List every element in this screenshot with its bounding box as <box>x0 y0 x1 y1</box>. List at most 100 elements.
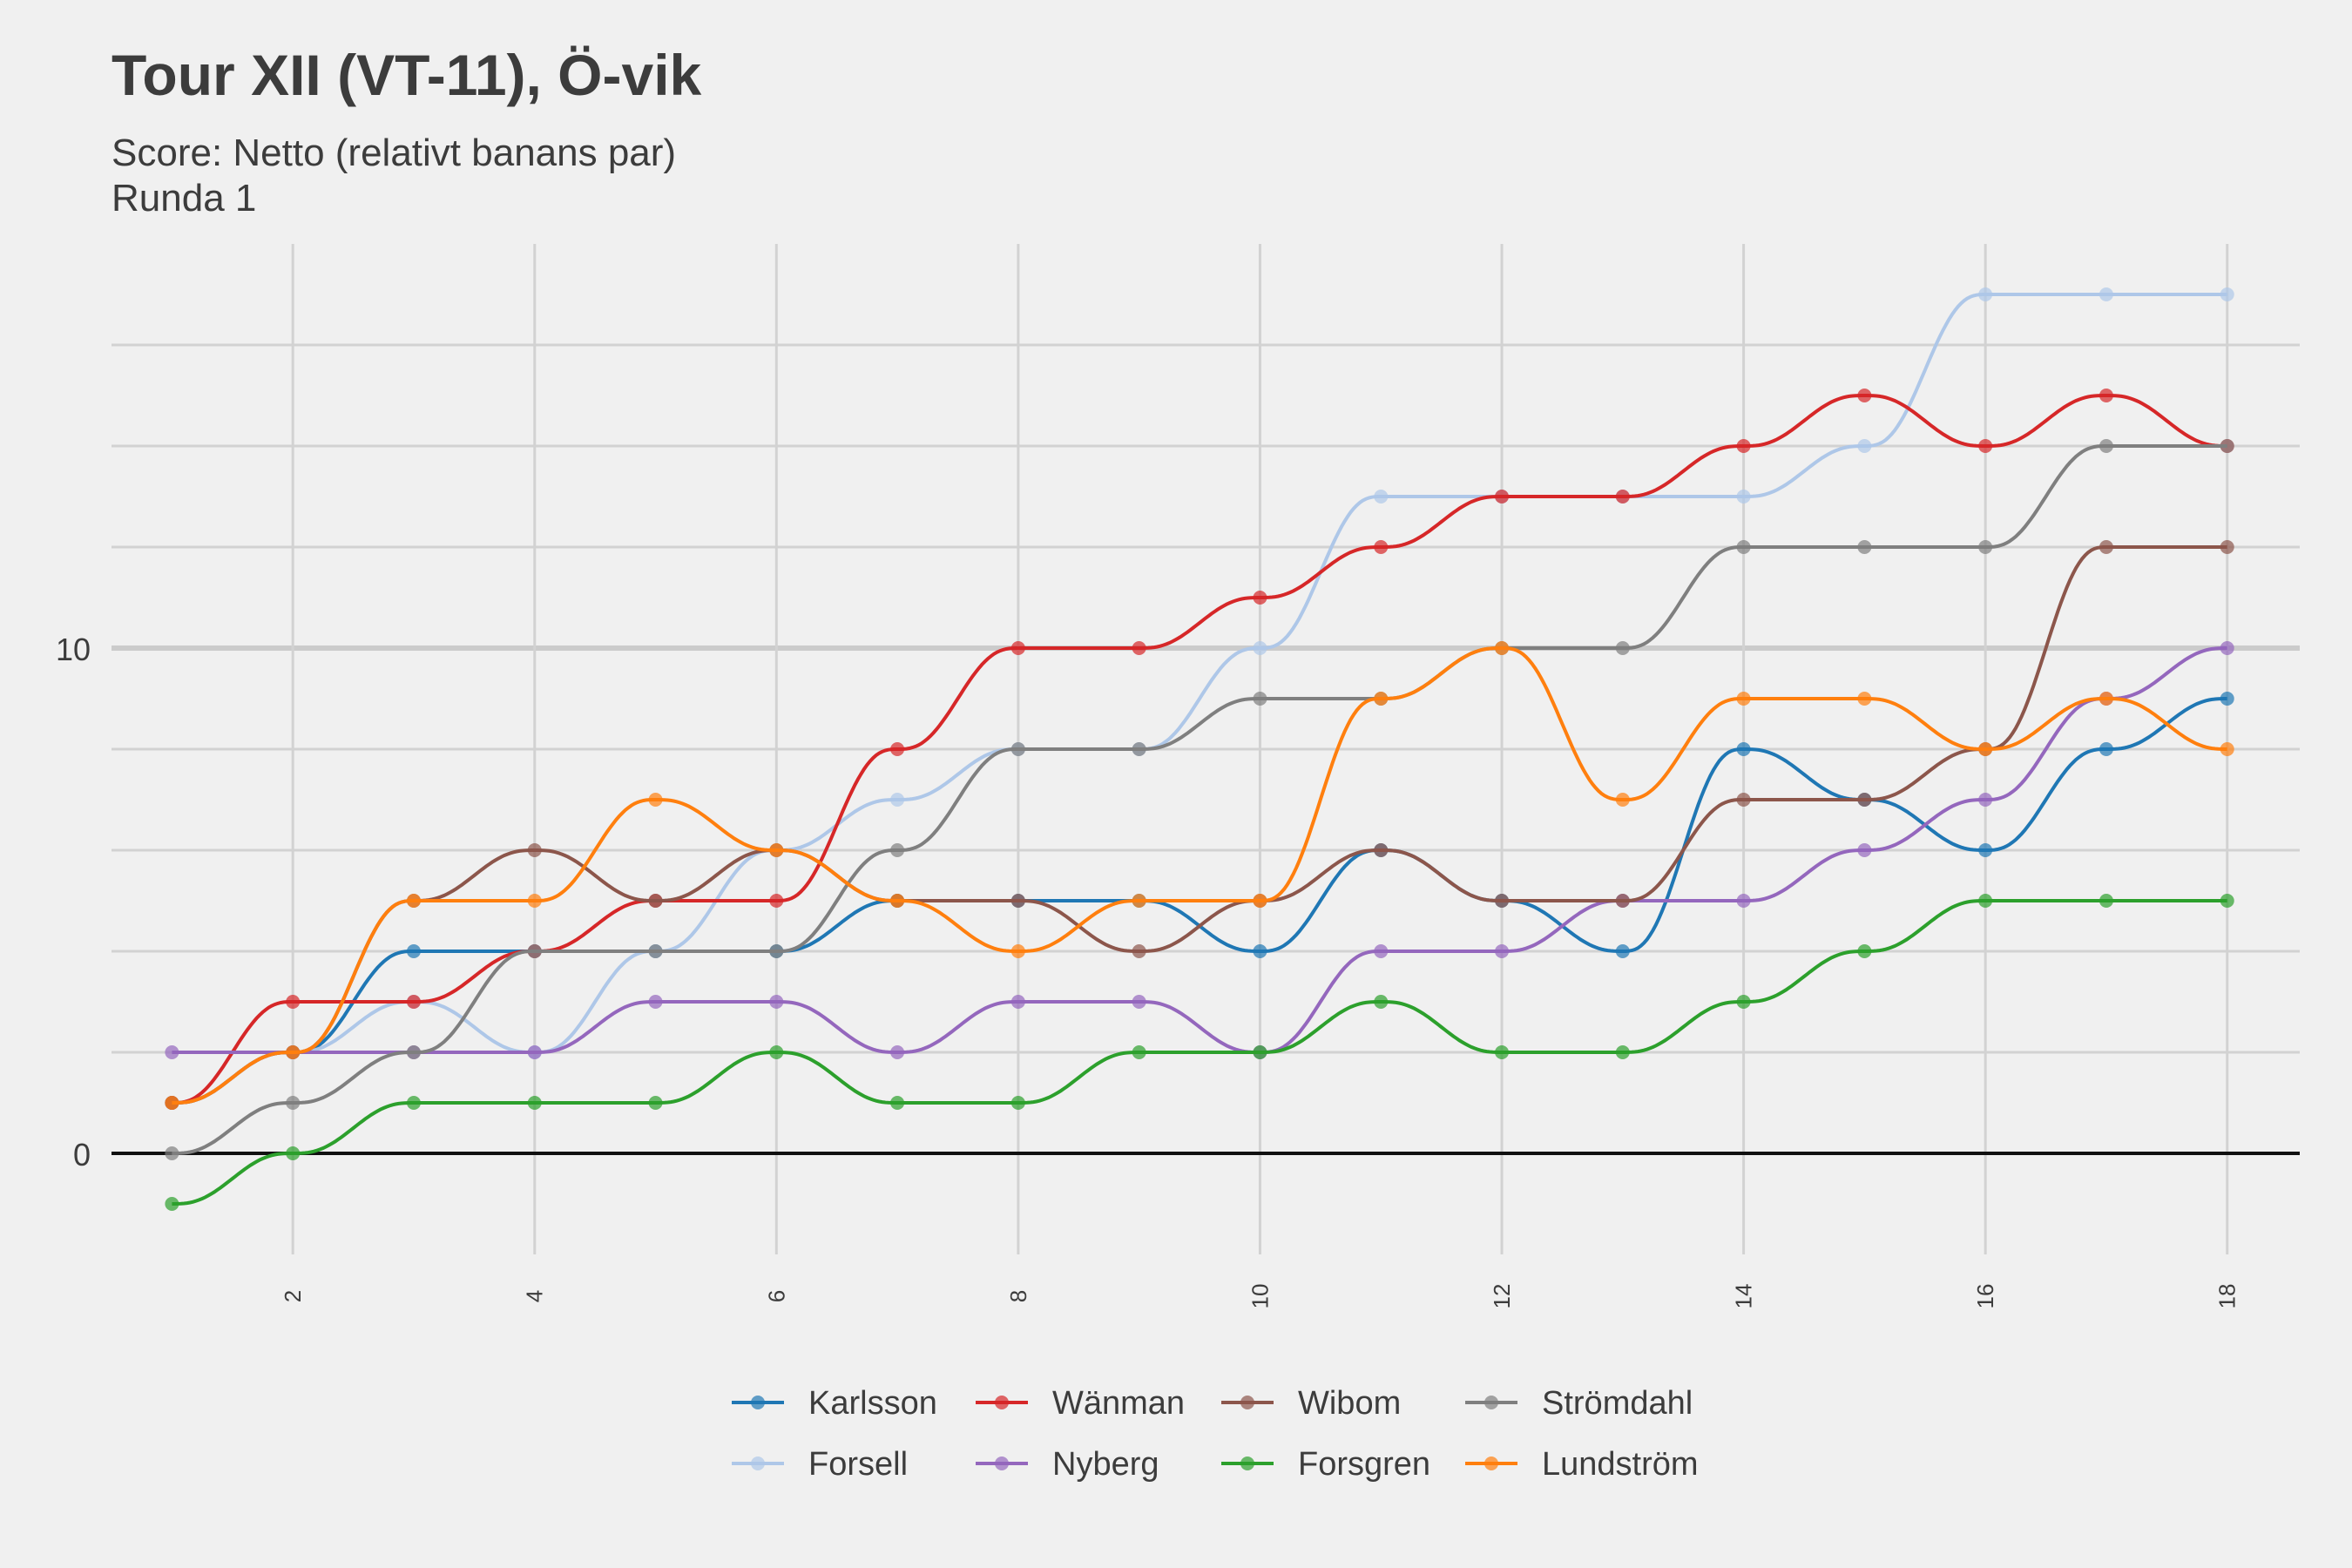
data-point <box>1374 692 1389 706</box>
data-point <box>1374 944 1389 958</box>
data-point <box>1132 1045 1146 1059</box>
legend-label: Karlsson <box>808 1385 937 1422</box>
data-point <box>1253 641 1267 655</box>
data-point <box>1495 490 1510 504</box>
data-point <box>648 944 663 958</box>
legend-label: Strömdahl <box>1542 1385 1693 1422</box>
data-point <box>2099 439 2113 453</box>
data-point <box>1857 793 1872 807</box>
legend-label: Lundström <box>1542 1446 1699 1483</box>
data-point <box>527 944 542 958</box>
data-point <box>2220 641 2234 655</box>
legend-item: Nyberg <box>976 1446 1159 1483</box>
x-tick-label: 16 <box>1972 1284 1998 1309</box>
data-point <box>527 1045 542 1059</box>
data-point <box>1857 389 1872 402</box>
data-point <box>1253 591 1267 605</box>
data-point <box>1857 843 1872 857</box>
data-point <box>1615 944 1630 958</box>
x-tick-label: 18 <box>2214 1284 2240 1309</box>
data-point <box>2220 439 2234 453</box>
legend: Karlsson Forsell Wänman Nyberg Wibom Forsgren… <box>732 1385 1699 1483</box>
data-point <box>1615 894 1630 908</box>
data-point <box>1010 995 1025 1009</box>
data-point <box>1132 894 1146 908</box>
data-point <box>1736 995 1751 1009</box>
data-point <box>1132 944 1146 958</box>
data-point <box>1253 944 1267 958</box>
data-point <box>406 995 421 1009</box>
legend-swatch-point <box>995 1456 1009 1470</box>
legend-item: Karlsson <box>732 1385 937 1422</box>
y-tick-label: 0 <box>73 1137 91 1173</box>
series-layer <box>165 287 2234 1211</box>
series-line <box>172 293 2227 1105</box>
x-tick-label: 8 <box>1005 1290 1031 1302</box>
data-point <box>1132 641 1146 655</box>
legend-label: Wibom <box>1298 1385 1401 1422</box>
data-point <box>286 1146 301 1160</box>
chart-subtitle: Score: Netto (relativt banans par) Runda… <box>112 131 676 221</box>
data-point <box>1736 490 1751 504</box>
axis-layer: 0 10 2 4 6 8 10 12 14 16 18 <box>56 632 2300 1308</box>
y-tick-label: 10 <box>56 632 91 667</box>
data-point <box>1978 742 1993 756</box>
data-point <box>1253 692 1267 706</box>
data-point <box>1736 742 1751 756</box>
data-point <box>2099 894 2113 908</box>
legend-swatch-point <box>751 1456 765 1470</box>
data-point <box>1978 287 1993 301</box>
data-point <box>1736 540 1751 554</box>
x-tick-label: 10 <box>1247 1284 1273 1309</box>
data-point <box>1253 1045 1267 1059</box>
data-point <box>769 843 784 857</box>
data-point <box>1132 742 1146 756</box>
data-point <box>1374 995 1389 1009</box>
legend-swatch-point <box>1240 1396 1254 1409</box>
data-point <box>2099 742 2113 756</box>
data-point <box>769 894 784 908</box>
data-point <box>527 1096 542 1110</box>
legend-item: Strömdahl <box>1465 1385 1693 1422</box>
data-point <box>1010 894 1025 908</box>
data-point <box>2220 287 2234 301</box>
legend-item: Forsgren <box>1221 1446 1430 1483</box>
data-point <box>769 1045 784 1059</box>
chart-title: Tour XII (VT-11), Ö-vik <box>112 43 702 107</box>
x-tick-label: 2 <box>280 1290 306 1302</box>
data-point <box>406 1096 421 1110</box>
data-point <box>1010 1096 1025 1110</box>
data-point <box>1736 692 1751 706</box>
data-point <box>890 843 905 857</box>
data-point <box>2220 894 2234 908</box>
data-point <box>1857 692 1872 706</box>
x-tick-label: 4 <box>522 1290 548 1302</box>
data-point <box>2099 540 2113 554</box>
data-point <box>1978 894 1993 908</box>
data-point <box>286 1045 301 1059</box>
data-point <box>1736 793 1751 807</box>
data-point <box>648 995 663 1009</box>
legend-label: Nyberg <box>1052 1446 1159 1483</box>
legend-label: Wänman <box>1052 1385 1185 1422</box>
data-point <box>1978 843 1993 857</box>
data-point <box>890 742 905 756</box>
data-point <box>769 995 784 1009</box>
legend-swatch-point <box>1484 1456 1498 1470</box>
data-point <box>1495 894 1510 908</box>
data-point <box>2099 287 2113 301</box>
data-point <box>769 944 784 958</box>
data-point <box>1615 641 1630 655</box>
data-point <box>165 1045 179 1059</box>
x-tick-label: 6 <box>763 1290 789 1302</box>
data-point <box>1615 490 1630 504</box>
legend-swatch-point <box>751 1396 765 1409</box>
data-point <box>286 995 301 1009</box>
data-point <box>406 894 421 908</box>
data-point <box>1495 944 1510 958</box>
series-line <box>172 646 2227 1105</box>
legend-label: Forsgren <box>1298 1446 1430 1483</box>
data-point <box>890 1045 905 1059</box>
data-point <box>1010 641 1025 655</box>
